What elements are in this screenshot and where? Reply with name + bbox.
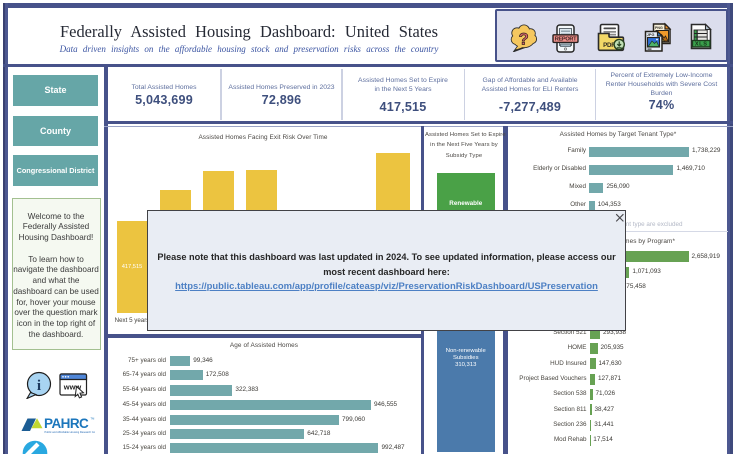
svg-text:PDF: PDF	[603, 42, 615, 49]
svg-text:JPG: JPG	[647, 33, 655, 37]
svg-text:www: www	[63, 383, 82, 392]
svg-text:Public and Affordable Housing: Public and Affordable Housing Research C…	[45, 430, 96, 434]
svg-text:i: i	[37, 378, 41, 394]
svg-text:?: ?	[519, 31, 529, 49]
svg-text:XLS: XLS	[695, 42, 708, 48]
svg-text:PAHRC: PAHRC	[44, 416, 89, 431]
svg-text:REPORT: REPORT	[555, 37, 577, 43]
svg-text:TM: TM	[91, 417, 95, 421]
svg-text:PNG: PNG	[655, 26, 663, 30]
